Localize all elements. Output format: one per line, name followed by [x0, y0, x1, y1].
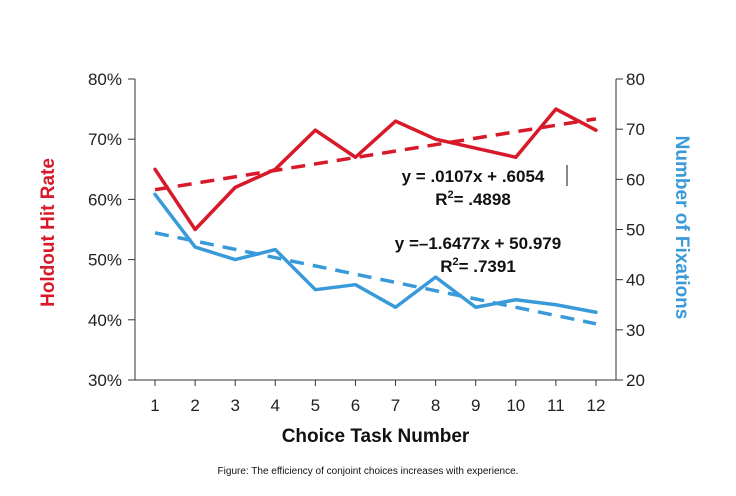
right-tick-label: 40	[626, 271, 645, 290]
x-tick-label: 10	[506, 396, 525, 415]
regression-equation: y = .0107x + .6054	[402, 167, 545, 186]
x-tick-label: 11	[547, 396, 565, 415]
x-axis-title: Choice Task Number	[282, 426, 470, 447]
right-tick-label: 20	[626, 371, 645, 390]
right-tick-label: 30	[626, 321, 645, 340]
x-tick-label: 9	[471, 396, 480, 415]
right-tick-label: 80	[626, 70, 645, 89]
x-tick-label: 6	[351, 396, 360, 415]
fixations-trendline	[154, 231, 597, 326]
r-squared-label: R2= .4898	[435, 189, 511, 209]
left-tick-label: 40%	[88, 311, 122, 330]
right-tick-label: 50	[626, 221, 645, 240]
hit-rate-trendline	[154, 117, 597, 192]
figure-caption: Figure: The efficiency of conjoint choic…	[217, 466, 519, 477]
left-tick-label: 50%	[88, 251, 122, 270]
x-tick-label: 12	[586, 396, 605, 415]
labels-layer: Choice Task Number Holdout Hit Rate Number…	[38, 136, 692, 447]
left-tick-label: 70%	[88, 130, 122, 149]
left-tick-label: 80%	[88, 70, 122, 89]
right-axis-title: Number of Fixations	[671, 136, 692, 320]
r-squared-label: R2= .7391	[440, 256, 516, 276]
x-tick-label: 5	[311, 396, 320, 415]
fixations-line	[153, 192, 598, 315]
x-tick-label: 8	[431, 396, 440, 415]
left-tick-label: 30%	[88, 371, 122, 390]
x-tick-label: 7	[391, 396, 400, 415]
regression-equation: y =–1.6477x + 50.979	[395, 234, 561, 253]
left-tick-label: 60%	[88, 190, 122, 209]
hit-rate-line	[153, 107, 598, 232]
right-tick-label: 70	[626, 120, 645, 139]
trend-layer	[154, 117, 597, 326]
x-tick-label: 3	[230, 396, 239, 415]
x-tick-label: 1	[150, 396, 159, 415]
left-axis-title: Holdout Hit Rate	[38, 158, 59, 307]
series-layer	[153, 107, 598, 315]
x-tick-label: 4	[271, 396, 280, 415]
x-tick-label: 2	[190, 396, 199, 415]
right-tick-label: 60	[626, 170, 645, 189]
